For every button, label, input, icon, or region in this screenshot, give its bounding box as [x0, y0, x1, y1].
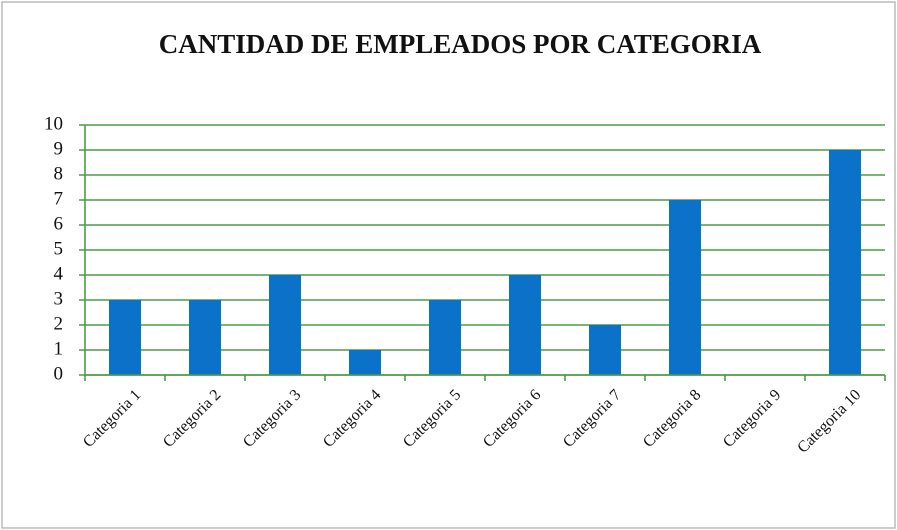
- y-tick-label: 10: [44, 113, 63, 134]
- y-tick-label: 4: [54, 263, 64, 284]
- y-tick-label: 0: [54, 363, 64, 384]
- bar: [589, 325, 621, 375]
- y-tick-label: 5: [54, 238, 64, 259]
- bar: [269, 275, 301, 375]
- y-tick-label: 9: [54, 138, 64, 159]
- y-tick-label: 1: [54, 338, 64, 359]
- y-tick-label: 7: [54, 188, 64, 209]
- y-tick-label: 2: [54, 313, 64, 334]
- bar: [109, 300, 141, 375]
- bar: [829, 150, 861, 375]
- bar: [189, 300, 221, 375]
- y-tick-label: 8: [54, 163, 64, 184]
- y-tick-label: 6: [54, 213, 64, 234]
- bar: [669, 200, 701, 375]
- bar: [509, 275, 541, 375]
- bar: [429, 300, 461, 375]
- chart-title: CANTIDAD DE EMPLEADOS POR CATEGORIA: [159, 29, 762, 59]
- y-tick-label: 3: [54, 288, 64, 309]
- bar: [349, 350, 381, 375]
